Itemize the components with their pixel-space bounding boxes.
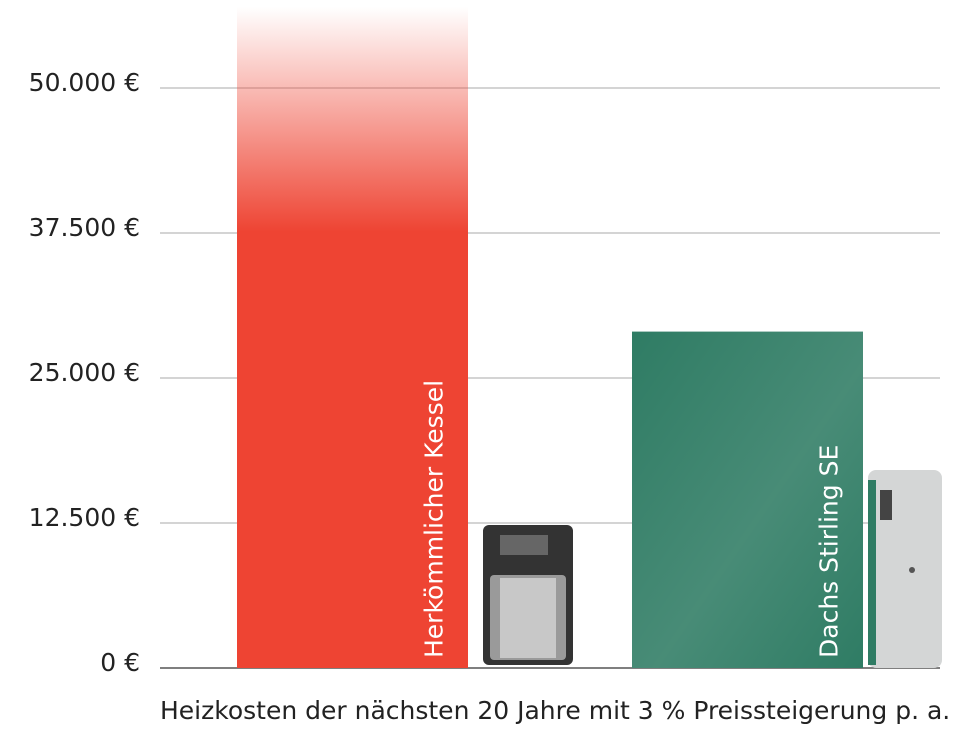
category-label: Herkömmlicher Kessel [420, 380, 449, 658]
stirling-image [868, 470, 942, 668]
x-axis-label: Heizkosten der nächsten 20 Jahre mit 3 %… [160, 696, 950, 725]
chart: 0 € 12.500 € 25.000 € 37.500 € 50.000 € Herk… [0, 0, 976, 730]
y-tick-label: 37.500 € [29, 213, 140, 242]
category-label: Dachs Stirling SE [815, 445, 844, 658]
y-tick-label: 12.500 € [29, 503, 140, 532]
y-tick-label: 25.000 € [29, 358, 140, 387]
y-tick-label: 0 € [100, 648, 140, 677]
y-tick-label: 50.000 € [29, 68, 140, 97]
boiler-image [483, 525, 573, 665]
